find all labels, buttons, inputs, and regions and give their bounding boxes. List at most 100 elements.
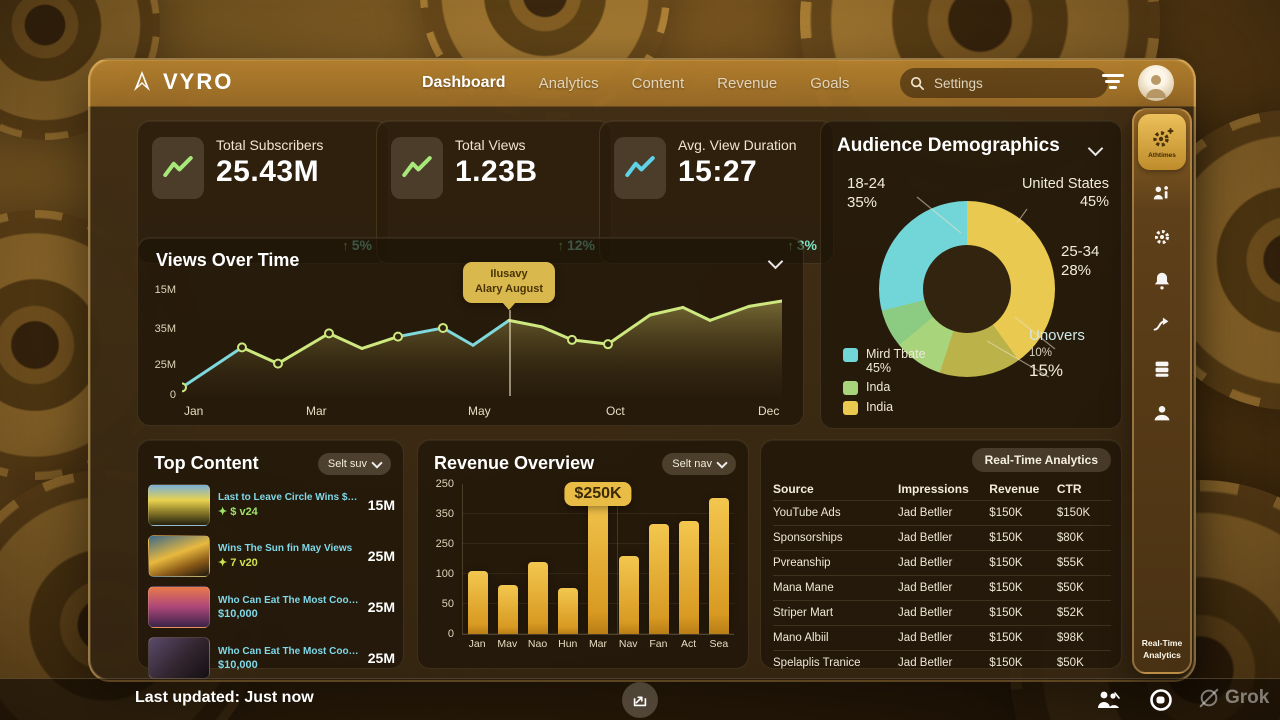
column-header[interactable]: CTR [1056, 482, 1082, 496]
revenue-bar-jan[interactable] [468, 571, 489, 634]
column-header[interactable]: Source [773, 482, 814, 496]
revenue-bar-hun[interactable] [558, 588, 579, 634]
video-thumbnail [148, 484, 210, 526]
real-time-analytics-button[interactable]: Real-Time Analytics [971, 448, 1111, 472]
nav-item-dashboard[interactable]: Dashboard [422, 74, 506, 91]
stat-value: 25.43M [216, 155, 320, 188]
person-icon[interactable] [1151, 402, 1173, 424]
last-updated-text: Last updated: Just now [135, 689, 314, 706]
video-views: 25M [367, 650, 395, 666]
content-list-item[interactable]: Who Can Eat The Most Cookies Wins$10,000… [148, 586, 395, 628]
table-cell: Jad Betller [898, 632, 953, 644]
y-axis: 250 350 250 100 50 0 [426, 478, 454, 640]
table-cell: $55K [1056, 557, 1084, 569]
table-cell: $150K [989, 532, 1023, 544]
nav-item-analytics[interactable]: Analytics [538, 74, 599, 92]
x-axis-tick: Nav [618, 638, 638, 650]
content-list-item[interactable]: Last to Leave Circle Wins $500,000.. ✦ $ … [148, 484, 395, 526]
table-cell: Pvreanship [773, 557, 831, 569]
revenue-bar-fan[interactable] [648, 524, 669, 634]
tool-label: Athtimes [1148, 151, 1176, 159]
x-axis-tick: Jan [468, 638, 486, 650]
table-cell: Jad Betller [898, 657, 953, 669]
nav-item-goals[interactable]: Goals [810, 74, 850, 92]
gear-icon[interactable] [1151, 226, 1173, 248]
table-row[interactable]: Pvreanship Jad Betller $150K $55K [773, 550, 1111, 575]
revenue-bar-nav[interactable] [618, 556, 639, 634]
revenue-bar-nao[interactable] [528, 562, 549, 634]
y-axis-tick: 250 [435, 538, 454, 550]
legend-label: Inda [866, 380, 891, 394]
bell-icon[interactable] [1151, 270, 1173, 292]
brand-name: VYRO [163, 69, 234, 94]
revenue-bar-sea[interactable] [708, 498, 729, 634]
content-list-item[interactable]: Who Can Eat The Most Cookies Wins$10,000… [148, 637, 395, 679]
video-title: Wins The Sun fin May Views [218, 543, 353, 554]
video-thumbnail [148, 535, 210, 577]
table-row[interactable]: Striper Mart Jad Betller $150K $52K [773, 600, 1111, 625]
revenue-bar-act[interactable] [678, 521, 699, 634]
record-icon[interactable] [1148, 688, 1174, 712]
table-row[interactable]: Sponsorships Jad Betller $150K $80K [773, 525, 1111, 550]
archive-icon[interactable] [1151, 358, 1173, 380]
filter-icon[interactable] [1102, 74, 1124, 92]
video-title: Last to Leave Circle Wins $500,000.. [218, 492, 360, 503]
x-axis-tick: Hun [558, 638, 578, 650]
route-icon[interactable] [1151, 314, 1173, 336]
table-cell: $80K [1056, 532, 1084, 544]
footer-bar: Last updated: Just now Grok [0, 678, 1280, 720]
table-row[interactable]: Spelaplis Tranice Jad Betller $150K $50K [773, 650, 1111, 675]
line-chart[interactable] [182, 278, 782, 408]
users-icon[interactable] [1096, 688, 1122, 712]
y-axis-tick: 250 [435, 478, 454, 490]
x-axis-tick: Mav [497, 638, 518, 650]
table-cell: $150K [989, 607, 1023, 619]
people-chart-icon[interactable] [1151, 182, 1173, 204]
x-axis-tick: Jan [184, 404, 204, 418]
table-cell: Mana Mane [773, 582, 834, 594]
x-axis-tick: Oct [606, 404, 625, 418]
table-cell: Striper Mart [773, 607, 834, 619]
nav-item-revenue[interactable]: Revenue [717, 74, 778, 92]
revenue-bar-mar[interactable] [588, 490, 609, 634]
y-axis-tick: 100 [435, 568, 454, 580]
chevron-down-icon[interactable] [1087, 140, 1104, 157]
table-row[interactable]: Mana Mane Jad Betller $150K $50K [773, 575, 1111, 600]
search-icon [910, 76, 924, 90]
table-row[interactable]: Mano Albiil Jad Betller $150K $98K [773, 625, 1111, 650]
export-button[interactable] [622, 682, 658, 718]
brand-logo[interactable]: VYRO [130, 69, 233, 95]
content-list-item[interactable]: Wins The Sun fin May Views ✦ 7 v20 25M [148, 535, 395, 577]
table-row[interactable]: YouTube Ads Jad Betller $150K $150K [773, 500, 1111, 525]
table-cell: $52K [1056, 607, 1084, 619]
revenue-bar-mav[interactable] [498, 585, 519, 634]
video-thumbnail [148, 637, 210, 679]
person-icon [1146, 75, 1166, 98]
main-nav: Dashboard Analytics Content Revenue Goals [422, 60, 849, 106]
search-input[interactable] [932, 74, 1066, 92]
sources-table: Source Impressions Revenue CTR YouTube Ads Ja… [773, 478, 1111, 675]
stat-value: 15:27 [678, 155, 758, 188]
chevron-down-icon[interactable] [767, 253, 784, 270]
chevron-down-icon [716, 457, 728, 469]
x-axis-tick: Nao [527, 638, 548, 650]
table-cell: Jad Betller [898, 582, 953, 594]
avatar[interactable] [1138, 65, 1174, 101]
nav-item-content[interactable]: Content [631, 74, 685, 92]
audience-demographics-panel: Audience Demographics 18-24 35% United St… [820, 120, 1122, 429]
sort-dropdown[interactable]: Selt suv [317, 453, 391, 475]
sort-dropdown[interactable]: Selt nav [662, 453, 736, 475]
column-header[interactable]: Impressions [898, 482, 969, 496]
rail-bottom-label: Real-Time Analytics [1141, 638, 1183, 661]
panel-title: Top Content [154, 453, 259, 473]
table-cell: $98K [1056, 632, 1084, 644]
video-subtitle: ✦ 7 v20 [218, 557, 258, 569]
table-cell: Jad Betller [898, 607, 953, 619]
trend-up-icon [614, 137, 666, 199]
video-views: 25M [367, 599, 395, 615]
search-box[interactable] [900, 68, 1108, 98]
revenue-bar-chart[interactable]: $250K [462, 482, 734, 635]
column-header[interactable]: Revenue [989, 482, 1040, 496]
trend-up-icon [152, 137, 204, 199]
active-tool-button[interactable]: Athtimes [1138, 114, 1186, 170]
